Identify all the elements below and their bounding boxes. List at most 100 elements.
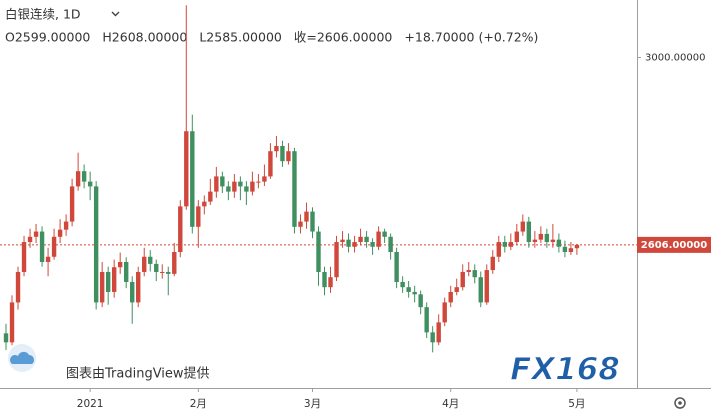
candle-body xyxy=(322,271,327,288)
candle-body xyxy=(27,236,33,243)
candle-body xyxy=(256,181,261,183)
candle-body xyxy=(316,231,321,272)
candle-body xyxy=(304,211,309,222)
candle-body xyxy=(406,287,411,292)
candle-body xyxy=(87,181,93,187)
candle-body xyxy=(178,206,183,253)
candle-body xyxy=(268,151,273,177)
candle-body xyxy=(526,221,532,243)
candle-body xyxy=(388,236,393,253)
candle-body xyxy=(514,231,520,243)
candle-body xyxy=(154,263,159,272)
candle-body xyxy=(334,242,339,278)
candle-body xyxy=(430,332,435,343)
candle-body xyxy=(490,256,495,271)
candle-body xyxy=(436,322,441,343)
candle-body xyxy=(39,231,45,262)
ohlc-label: O2599.00000 xyxy=(5,30,90,45)
chart-title: 白银连续, 1D xyxy=(5,7,81,22)
candle-body xyxy=(51,236,57,257)
candle-body xyxy=(93,186,99,303)
candle-body xyxy=(424,307,429,333)
candle-body xyxy=(99,271,105,303)
candle-body xyxy=(220,176,225,187)
plot xyxy=(0,5,637,353)
candle-body xyxy=(376,231,381,247)
ohlc-label: +18.70000 (+0.72%) xyxy=(404,30,538,45)
candle-body xyxy=(466,270,471,272)
candle-body xyxy=(508,242,514,247)
candle-body xyxy=(190,131,195,227)
candle-body xyxy=(45,256,51,262)
last-price-tag xyxy=(637,236,711,253)
candle-body xyxy=(202,201,207,207)
x-tick-label: 5月 xyxy=(568,398,585,410)
tradingview-icon xyxy=(8,344,36,372)
candle-body xyxy=(520,221,526,232)
candle-body xyxy=(117,261,123,268)
candle-body xyxy=(136,271,141,303)
ohlc-label: L2585.00000 xyxy=(199,30,282,45)
candle-body xyxy=(3,333,9,343)
candle-body xyxy=(556,239,562,247)
candle-body xyxy=(130,281,135,303)
candle-body xyxy=(111,267,117,292)
settings-icon[interactable] xyxy=(674,397,686,409)
candle-body xyxy=(328,277,333,288)
candle-body xyxy=(538,233,544,240)
candle-body xyxy=(448,291,453,303)
candle-body xyxy=(63,221,69,230)
x-tick-label: 2021 xyxy=(77,398,104,410)
candle-body xyxy=(340,239,345,243)
candle-body xyxy=(33,231,39,237)
candle-body xyxy=(196,206,201,227)
candle-body xyxy=(400,281,405,288)
candle-body xyxy=(69,186,75,222)
x-tick-label: 4月 xyxy=(442,398,459,410)
candle-body xyxy=(442,302,447,323)
y-tick-label: 3000.00000 xyxy=(645,53,705,64)
candle-body xyxy=(105,271,111,292)
candle-body xyxy=(214,176,219,192)
interval-dropdown[interactable] xyxy=(111,11,120,17)
candle-body xyxy=(418,294,423,308)
candle-body xyxy=(382,231,387,237)
candle-body xyxy=(21,242,27,272)
candle-body xyxy=(238,181,243,187)
candle-body xyxy=(346,239,351,247)
x-tick-label: 2月 xyxy=(190,398,207,410)
candle-body xyxy=(274,145,279,152)
candle-body xyxy=(57,229,63,237)
candle-body xyxy=(244,186,249,192)
candle-body xyxy=(454,287,459,292)
candle-body xyxy=(478,277,483,303)
candle-body xyxy=(123,261,129,282)
candle-body xyxy=(502,242,507,247)
candle-body xyxy=(496,242,501,257)
candle-body xyxy=(232,181,237,192)
candle-body xyxy=(364,236,369,243)
candle-body xyxy=(166,271,171,274)
candle-body xyxy=(9,302,15,343)
candle-body xyxy=(298,221,303,227)
candle-body xyxy=(544,233,550,243)
logo: FX168 xyxy=(510,352,620,388)
candle-body xyxy=(568,248,574,253)
candle-body xyxy=(75,171,81,187)
candle-body xyxy=(550,239,556,243)
ohlc-header: O2599.00000 H2608.00000 L2585.00000 收=2606.… xyxy=(5,30,538,45)
last-price-label: 2606.00000 xyxy=(641,240,707,251)
ohlc-label: 收=2606.00000 xyxy=(294,30,393,45)
candle-body xyxy=(310,211,315,232)
candle-body xyxy=(160,271,165,273)
x-tick-label: 3月 xyxy=(304,398,321,410)
candle-body xyxy=(262,176,267,182)
candle-body xyxy=(15,271,21,303)
candle-body xyxy=(412,291,417,295)
ohlc-label: H2608.00000 xyxy=(102,30,187,45)
candle-body xyxy=(226,186,231,192)
candle-body xyxy=(148,256,153,264)
candle-body xyxy=(574,244,580,249)
